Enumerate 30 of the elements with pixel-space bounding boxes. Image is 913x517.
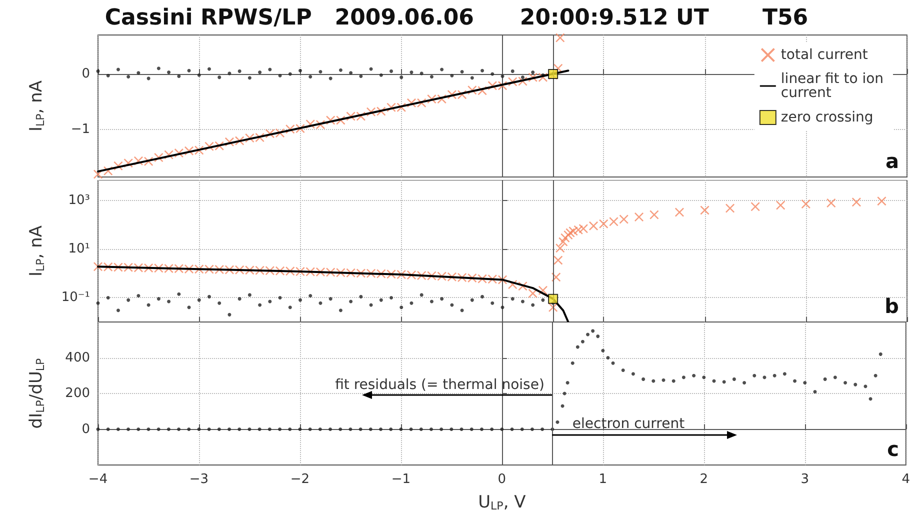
x-tick-label: 4 xyxy=(902,472,910,487)
annotation: c xyxy=(887,437,900,461)
y-tick-label: 10³ xyxy=(68,193,90,208)
legend-label: zero crossing xyxy=(780,110,874,126)
x-tick-label: −2 xyxy=(290,472,310,487)
x-tick-label: 1 xyxy=(598,472,608,487)
x-tick-label: −1 xyxy=(391,472,411,487)
legend-label: linear fit to ion current xyxy=(780,71,888,101)
x-tick-label: 2 xyxy=(700,472,708,487)
x-axis-title: ULP, V xyxy=(478,492,526,513)
x-tick-label: 3 xyxy=(800,472,810,487)
x-tick-label: 0 xyxy=(498,472,506,487)
x-tick-label: −4 xyxy=(88,472,108,487)
annotation: electron current xyxy=(572,416,686,432)
y-tick-label: −1 xyxy=(70,122,90,138)
annotation: fit residuals (= thermal noise) xyxy=(335,377,544,393)
y-axis-title: ILP, nA xyxy=(26,225,47,277)
y-axis-title: dILP/dULP xyxy=(26,358,47,429)
y-tick-label: 400 xyxy=(65,350,90,366)
y-tick-label: 0 xyxy=(82,422,90,437)
legend-label: total current xyxy=(780,47,868,63)
y-tick-label: 10⁻¹ xyxy=(61,290,90,306)
chart-title: Cassini RPWS/LP 2009.06.06 20:00:9.512 UT T56 xyxy=(104,6,808,30)
y-tick-label: 0 xyxy=(82,66,90,82)
y-tick-label: 200 xyxy=(65,386,90,401)
annotation: b xyxy=(884,294,900,318)
annotation: a xyxy=(886,149,900,173)
y-axis-title: ILP, nA xyxy=(26,80,47,132)
x-tick-label: −3 xyxy=(189,472,209,487)
y-tick-label: 10¹ xyxy=(68,242,90,257)
